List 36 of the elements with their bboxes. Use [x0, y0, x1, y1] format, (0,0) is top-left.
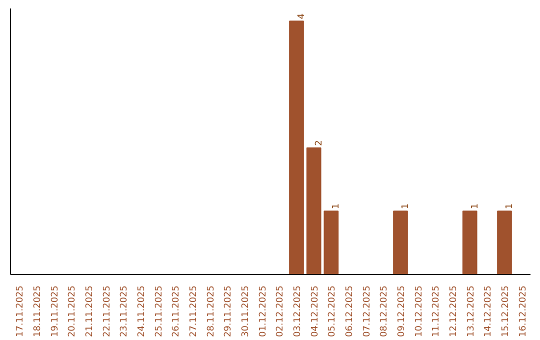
x-tick-label: 26.11.2025: [172, 286, 182, 338]
x-tick-label: 05.12.2025: [328, 286, 338, 338]
x-tick-label: 19.11.2025: [50, 286, 60, 338]
x-tick-label: 20.11.2025: [68, 286, 78, 338]
x-tick-label: 22.11.2025: [102, 286, 112, 338]
x-tick-label: 13.12.2025: [466, 286, 476, 338]
x-tick-label: 17.11.2025: [16, 286, 26, 338]
x-tick-label: 14.12.2025: [484, 286, 494, 338]
x-tick-label: 03.12.2025: [293, 286, 303, 338]
x-tick-label: 11.12.2025: [432, 286, 442, 338]
data-label: 1: [332, 203, 342, 210]
x-tick-label: 02.12.2025: [276, 286, 286, 338]
data-label: 4: [297, 13, 307, 20]
x-tick-label: 21.11.2025: [85, 286, 95, 338]
x-tick-label: 04.12.2025: [310, 286, 320, 338]
data-label: 1: [505, 203, 515, 210]
x-tick-label: 06.12.2025: [345, 286, 355, 338]
data-label: 1: [470, 203, 480, 210]
x-tick-label: 25.11.2025: [154, 286, 164, 338]
x-tick-label: 29.11.2025: [224, 286, 234, 338]
x-tick-label: 28.11.2025: [206, 286, 216, 338]
x-tick-label: 27.11.2025: [189, 286, 199, 338]
data-label: 2: [314, 140, 324, 146]
x-tick-label: 18.11.2025: [33, 286, 43, 338]
x-tick-label: 10.12.2025: [414, 286, 424, 338]
x-tick-label: 24.11.2025: [137, 286, 147, 338]
x-tick-label: 09.12.2025: [397, 286, 407, 338]
data-label: 1: [401, 203, 411, 210]
x-tick-label: 23.11.2025: [120, 286, 130, 338]
x-tick-label: 01.12.2025: [258, 286, 268, 338]
x-tick-label: 12.12.2025: [449, 286, 459, 338]
x-tick-label: 15.12.2025: [501, 286, 511, 338]
x-tick-label: 08.12.2025: [380, 286, 390, 338]
x-tick-label: 30.11.2025: [241, 286, 251, 338]
x-tick-label: 16.12.2025: [518, 286, 528, 338]
x-tick-label: 07.12.2025: [362, 286, 372, 338]
